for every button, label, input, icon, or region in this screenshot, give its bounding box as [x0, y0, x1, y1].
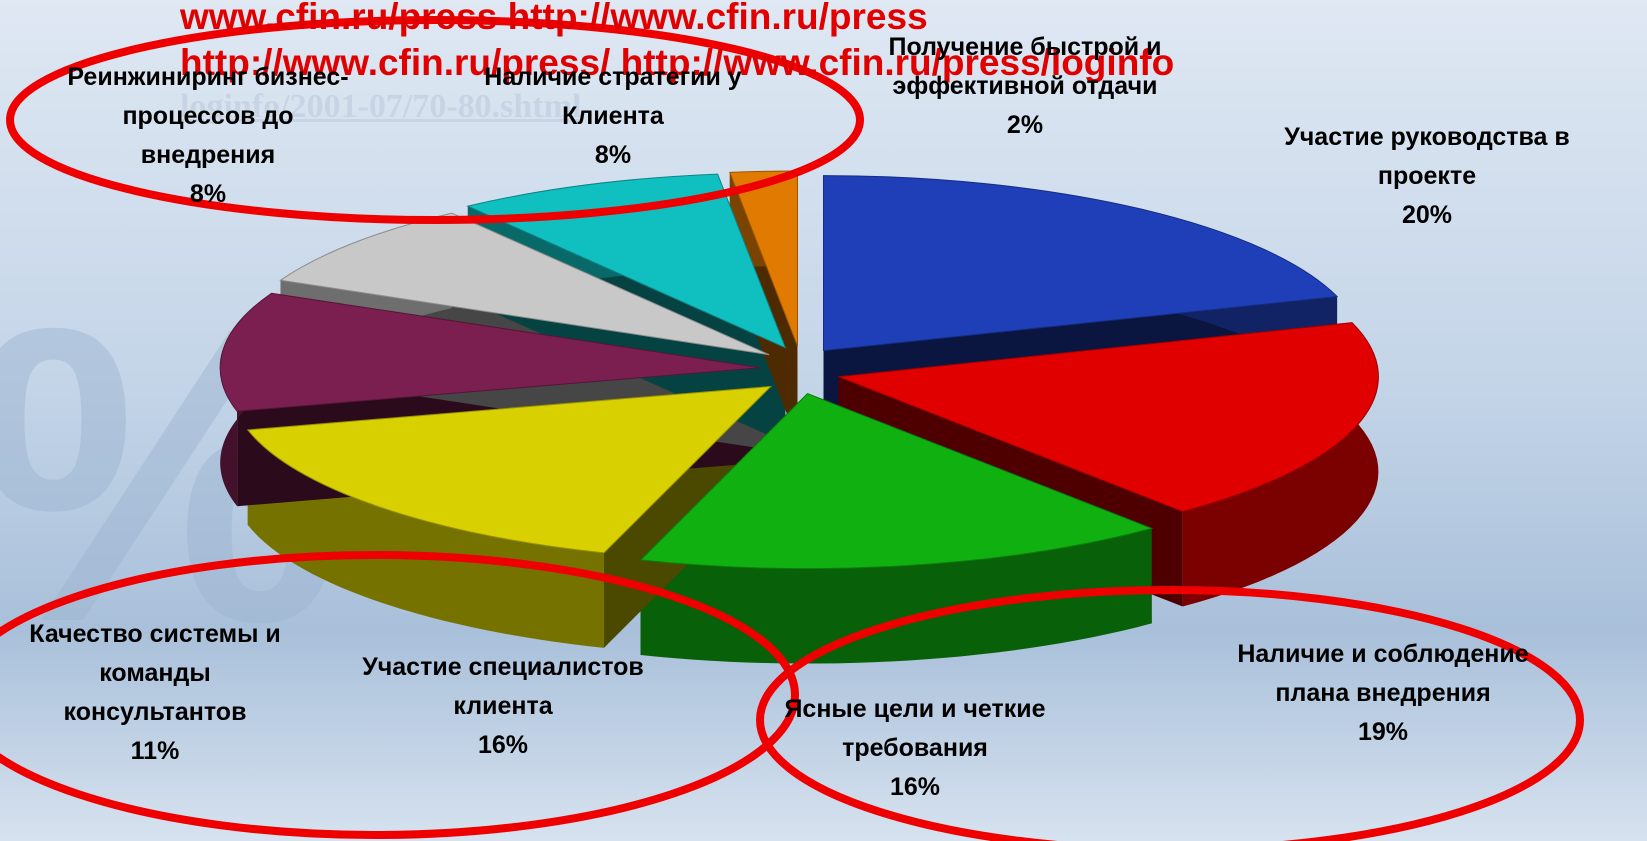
category-label: Наличие стратегии у Клиента [463, 58, 763, 136]
category-label: Ясные цели и четкие требования [765, 690, 1065, 768]
category-label: Реинжиниринг бизнес-процессов до внедрен… [58, 58, 358, 175]
value-label: 8% [463, 136, 763, 175]
value-label: 11% [5, 732, 305, 771]
slice-label: Качество системы и команды консультантов… [5, 615, 305, 771]
category-label: Наличие и соблюдение плана внедрения [1233, 635, 1533, 713]
value-label: 2% [875, 106, 1175, 145]
value-label: 20% [1277, 196, 1577, 235]
category-label: Участие руководства в проекте [1277, 118, 1577, 196]
slide: % www.cfin.ru/press http://www.cfin.ru/p… [0, 0, 1647, 841]
value-label: 8% [58, 175, 358, 214]
slice-label: Реинжиниринг бизнес-процессов до внедрен… [58, 58, 358, 214]
value-label: 19% [1233, 713, 1533, 752]
category-label: Качество системы и команды консультантов [5, 615, 305, 732]
value-label: 16% [353, 726, 653, 765]
value-label: 16% [765, 768, 1065, 807]
category-label: Получение быстрой и эффективной отдачи [875, 28, 1175, 106]
category-label: Участие специалистов клиента [353, 648, 653, 726]
